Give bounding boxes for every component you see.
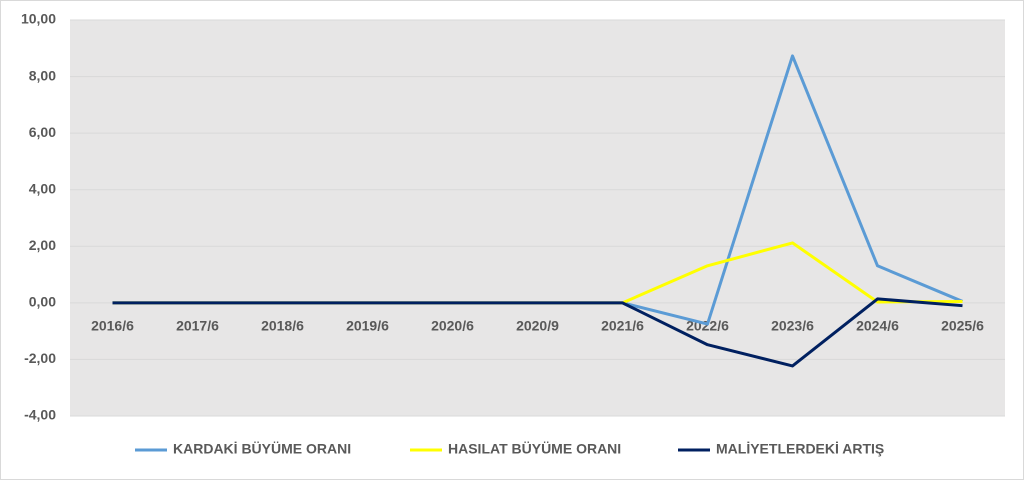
y-tick-label: -4,00 [24,407,56,423]
y-tick-label: 0,00 [29,294,56,310]
x-tick-label: 2020/9 [516,318,559,334]
x-tick-label: 2018/6 [261,318,304,334]
x-tick-label: 2016/6 [91,318,134,334]
x-tick-label: 2019/6 [346,318,389,334]
series-line [112,297,963,368]
y-tick-label: 2,00 [29,237,56,253]
legend-label: KARDAKİ BÜYÜME ORANI [173,441,351,457]
y-tick-label: 10,00 [21,11,56,27]
legend-label: HASILAT BÜYÜME ORANI [448,441,621,457]
x-tick-label: 2024/6 [856,318,899,334]
y-tick-label: 8,00 [29,67,56,83]
x-tick-label: 2025/6 [941,318,984,334]
y-tick-label: 6,00 [29,124,56,140]
y-tick-label: -2,00 [24,350,56,366]
plot-area [70,20,1005,416]
legend-label: MALİYETLERDEKİ ARTIŞ [716,441,884,457]
x-tick-label: 2023/6 [771,318,814,334]
x-tick-label: 2021/6 [601,318,644,334]
y-tick-label: 4,00 [29,180,56,196]
x-tick-label: 2017/6 [176,318,219,334]
x-tick-label: 2020/6 [431,318,474,334]
